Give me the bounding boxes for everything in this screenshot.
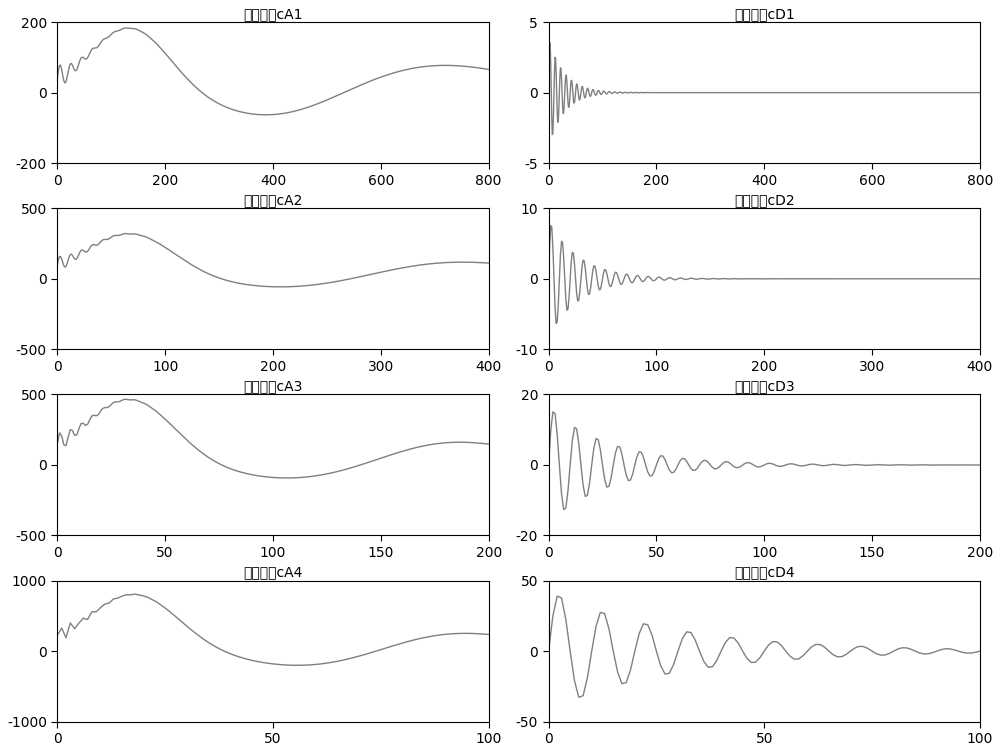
Title: 尺度信号cA1: 尺度信号cA1 xyxy=(243,7,303,21)
Title: 细节信号cD1: 细节信号cD1 xyxy=(734,7,795,21)
Title: 细节信号cD4: 细节信号cD4 xyxy=(734,566,795,580)
Title: 尺度信号cA3: 尺度信号cA3 xyxy=(243,380,303,393)
Title: 尺度信号cA2: 尺度信号cA2 xyxy=(243,193,303,207)
Title: 细节信号cD2: 细节信号cD2 xyxy=(734,193,795,207)
Title: 尺度信号cA4: 尺度信号cA4 xyxy=(243,566,303,580)
Title: 细节信号cD3: 细节信号cD3 xyxy=(734,380,795,393)
